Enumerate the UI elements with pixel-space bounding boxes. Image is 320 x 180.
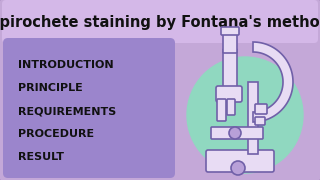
FancyBboxPatch shape [255, 117, 265, 125]
FancyBboxPatch shape [223, 49, 237, 91]
FancyBboxPatch shape [206, 150, 274, 172]
Text: PRINCIPLE: PRINCIPLE [18, 83, 83, 93]
Circle shape [231, 161, 245, 175]
Circle shape [229, 127, 241, 139]
FancyBboxPatch shape [221, 27, 239, 35]
Circle shape [187, 57, 303, 173]
FancyBboxPatch shape [2, 0, 318, 43]
Text: Spirochete staining by Fontana's method: Spirochete staining by Fontana's method [0, 15, 320, 30]
FancyBboxPatch shape [223, 31, 237, 53]
FancyBboxPatch shape [3, 38, 175, 178]
FancyBboxPatch shape [211, 127, 263, 139]
FancyBboxPatch shape [227, 99, 235, 115]
Text: INTRODUCTION: INTRODUCTION [18, 60, 114, 70]
FancyBboxPatch shape [217, 99, 226, 121]
Polygon shape [253, 42, 293, 122]
Text: RESULT: RESULT [18, 152, 64, 162]
FancyBboxPatch shape [255, 104, 267, 114]
Text: PROCEDURE: PROCEDURE [18, 129, 94, 139]
FancyBboxPatch shape [248, 82, 258, 154]
FancyBboxPatch shape [216, 86, 242, 102]
Text: REQUIREMENTS: REQUIREMENTS [18, 106, 116, 116]
